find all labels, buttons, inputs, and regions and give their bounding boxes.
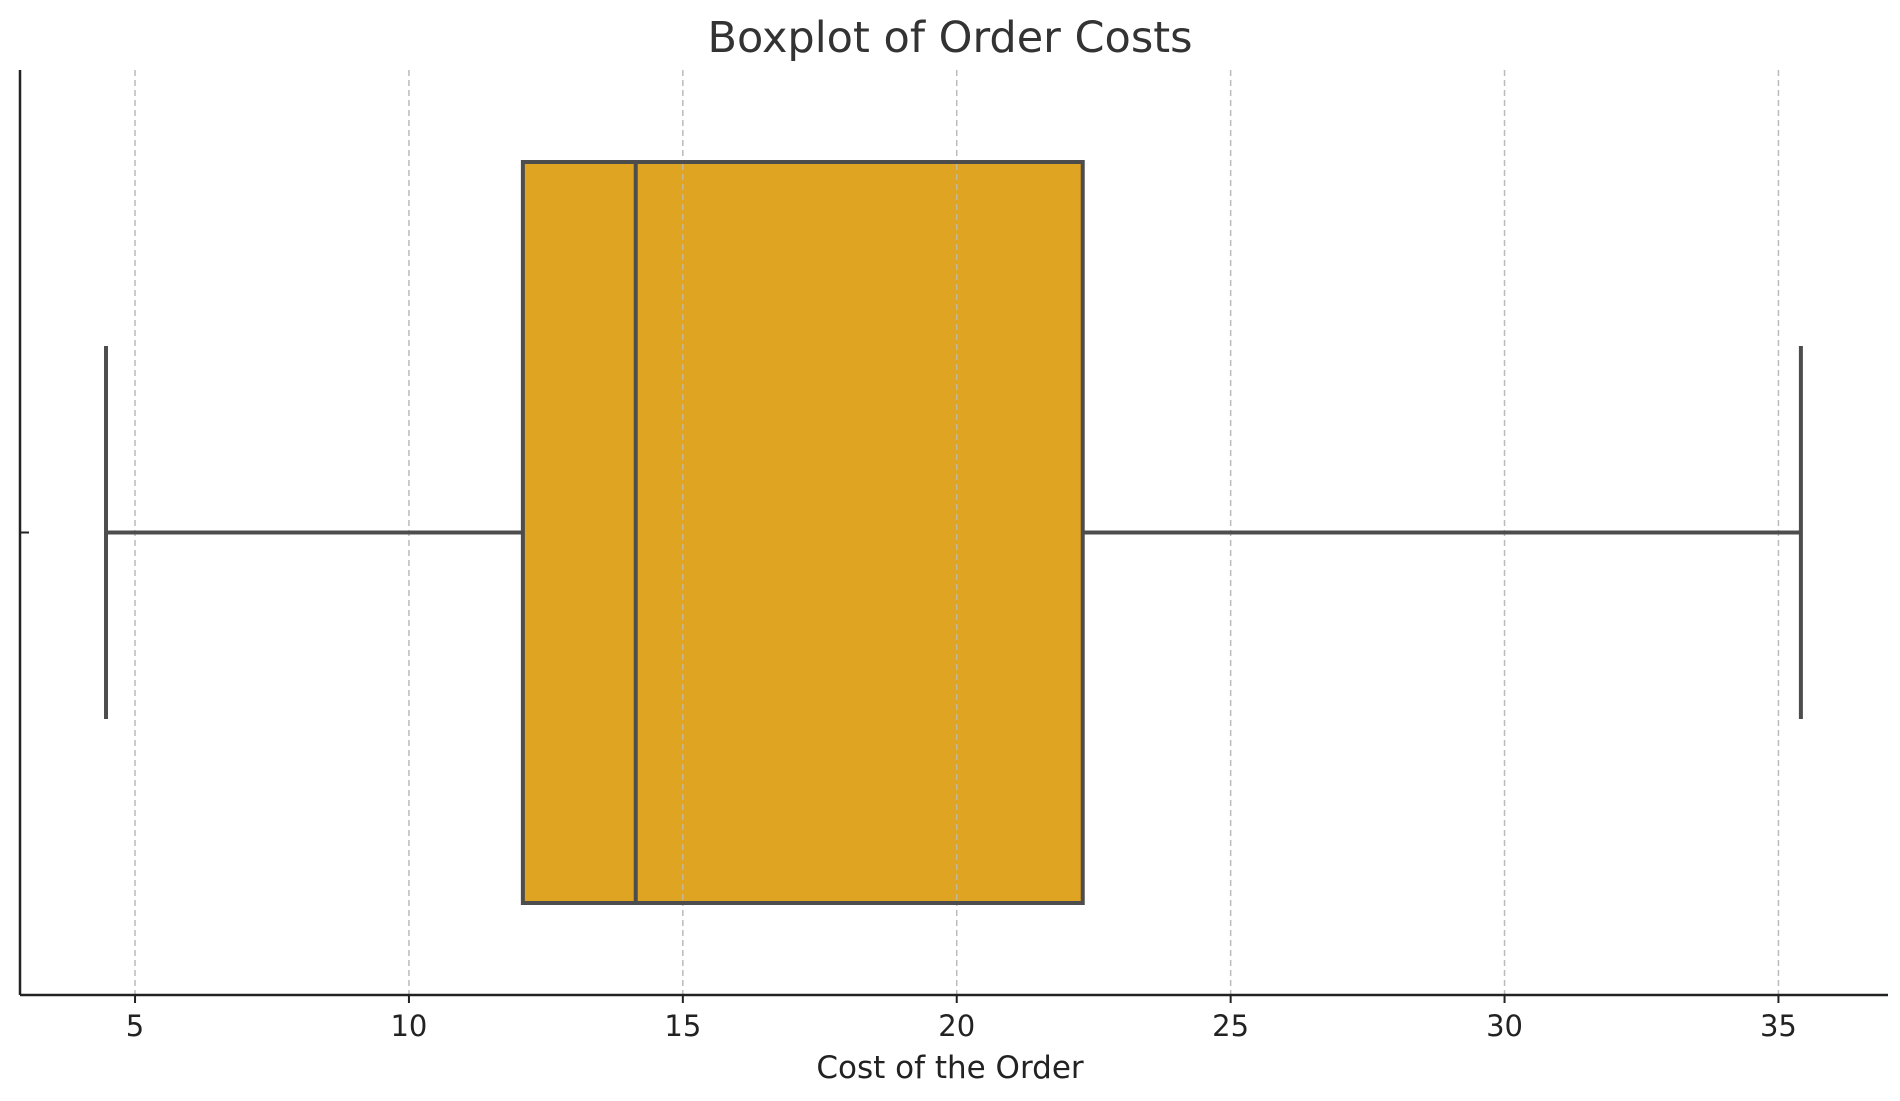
x-tick-label-15: 15 [664, 1009, 701, 1043]
box-and-whiskers [104, 160, 1803, 905]
x-axis-label: Cost of the Order [816, 1050, 1084, 1086]
x-tick-label-25: 25 [1212, 1009, 1249, 1043]
iqr-box [520, 160, 1085, 905]
x-tick-label-20: 20 [938, 1009, 975, 1043]
chart-title: Boxplot of Order Costs [708, 13, 1193, 63]
x-axis-ticks: 5 10 15 20 25 30 35 [126, 995, 1797, 1043]
x-tick-label-30: 30 [1486, 1009, 1523, 1043]
x-tick-label-10: 10 [390, 1009, 427, 1043]
axes [18, 70, 1888, 997]
x-tick-label-5: 5 [126, 1009, 144, 1043]
x-tick-label-35: 35 [1760, 1009, 1797, 1043]
